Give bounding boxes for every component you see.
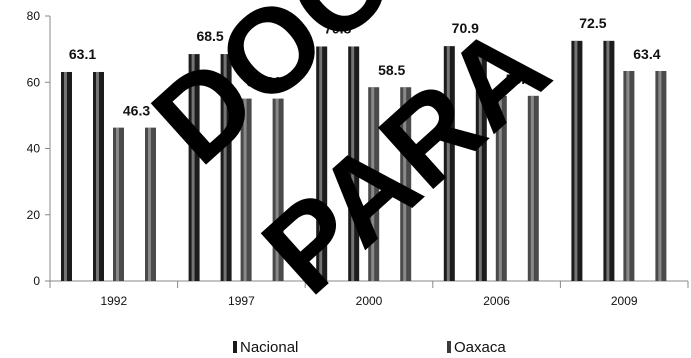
- data-label-oaxaca: 46.3: [123, 103, 150, 119]
- bar-highlight: [574, 40, 578, 281]
- bar-highlight: [116, 127, 119, 281]
- y-tick-label: 40: [27, 142, 41, 156]
- bar-highlight: [319, 46, 323, 281]
- bar-highlight: [403, 87, 407, 281]
- legend-label: Oaxaca: [454, 339, 506, 356]
- bar-chart: 0 20 40 60 80 1992 63.1 46.3 1997 68.5 55.06 2000 70…: [27, 9, 689, 308]
- y-tick-label: 80: [27, 9, 41, 23]
- data-label-nacional: 72.5: [579, 15, 606, 31]
- data-label-oaxaca: 55.9: [506, 71, 533, 87]
- bar-highlight: [223, 54, 227, 281]
- bar-highlight: [626, 70, 630, 281]
- legend-item-oaxaca: Oaxaca: [447, 339, 506, 356]
- legend-item-nacional: Nacional: [233, 339, 298, 356]
- bar-highlight: [351, 46, 355, 281]
- x-tick-label: 1997: [228, 294, 255, 308]
- bar-highlight: [275, 98, 279, 282]
- x-tick-label: 2006: [483, 294, 510, 308]
- bar-highlight: [530, 95, 534, 281]
- bar-highlight: [446, 46, 450, 281]
- y-tick-label: 60: [27, 75, 41, 89]
- x-tick-label: 2009: [611, 294, 638, 308]
- y-tick-label: 20: [27, 208, 41, 222]
- data-label-nacional: 63.1: [69, 46, 96, 62]
- legend-swatch: [447, 341, 451, 353]
- data-label-nacional: 70.8: [324, 20, 351, 36]
- y-tick-label: 0: [33, 274, 40, 288]
- data-label-oaxaca: 55.06: [247, 74, 282, 90]
- legend-label: Nacional: [240, 339, 299, 356]
- x-tick-label: 2000: [356, 294, 383, 308]
- bar-highlight: [148, 127, 151, 281]
- x-tick-label: 1992: [100, 294, 127, 308]
- data-label-oaxaca: 63.4: [633, 46, 660, 62]
- bar-highlight: [478, 46, 482, 281]
- bar-highlight: [606, 40, 610, 281]
- bar-highlight: [96, 71, 99, 281]
- bar-highlight: [64, 71, 67, 281]
- legend-swatch: [233, 341, 237, 353]
- bar-highlight: [191, 54, 195, 281]
- data-label-oaxaca: 58.5: [378, 62, 405, 78]
- chart-legend: Nacional Oaxaca: [0, 339, 691, 358]
- data-label-nacional: 68.5: [196, 28, 223, 44]
- bar-highlight: [498, 95, 502, 281]
- bar-highlight: [658, 70, 662, 281]
- bar-highlight: [243, 98, 247, 282]
- data-label-nacional: 70.9: [452, 20, 479, 36]
- bar-highlight: [371, 87, 375, 281]
